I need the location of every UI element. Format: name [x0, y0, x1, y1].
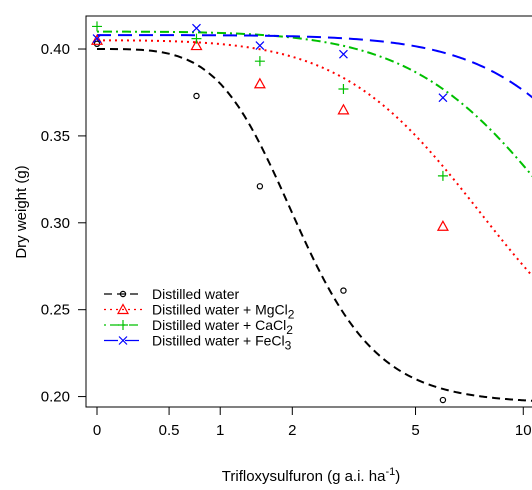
x-axis-title-text: Trifloxysulfuron (g a.i. ha: [222, 468, 386, 485]
data-point: [90, 34, 104, 45]
x-tick-label: 10: [515, 422, 532, 439]
y-tick-label: 0.25: [41, 302, 70, 319]
legend-item: Distilled water + CaCl2: [104, 317, 293, 337]
y-axis: 0.20 0.25 0.30 0.35 0.40: [41, 41, 86, 406]
fitted-curve-line: [96, 48, 532, 402]
data-point: [191, 33, 202, 44]
data-point: [255, 41, 265, 50]
fitted-curve-line: [97, 34, 532, 99]
data-point: [193, 92, 200, 100]
legend-label: Distilled water + FeCl3: [152, 333, 292, 353]
legend-marker: [118, 336, 128, 345]
x-axis: 0 0.5 1 2 5 10: [93, 407, 532, 439]
data-point: [92, 34, 102, 44]
data-point: [439, 396, 447, 404]
legend-label: Distilled water + CaCl2: [152, 317, 293, 337]
data-points: [90, 21, 449, 404]
x-tick-label: 0.5: [159, 422, 180, 439]
data-point: [438, 93, 448, 103]
fitted-curve-line: [96, 39, 532, 278]
x-axis-title-close: ): [395, 468, 400, 485]
data-point: [337, 103, 350, 115]
legend-item: Distilled water: [104, 286, 239, 302]
y-tick-label: 0.30: [41, 215, 70, 232]
fitted-curve-line: [97, 30, 532, 178]
data-point: [253, 77, 266, 89]
x-tick-label: 2: [288, 422, 296, 439]
data-point: [190, 39, 203, 51]
y-tick-label: 0.35: [41, 128, 70, 145]
legend-marker: [116, 303, 130, 315]
legend-item: Distilled water + FeCl3: [104, 333, 292, 353]
data-point: [437, 170, 448, 181]
x-tick-label: 5: [411, 422, 419, 439]
y-axis-title: Dry weight (g): [13, 165, 30, 258]
legend-label: Distilled water: [152, 286, 239, 302]
data-point: [339, 49, 348, 59]
data-point: [91, 21, 102, 32]
data-point: [338, 83, 349, 94]
data-point: [192, 23, 201, 33]
y-tick-label: 0.40: [41, 41, 70, 58]
x-tick-label: 0: [93, 422, 101, 439]
data-point: [340, 287, 347, 294]
data-point: [436, 220, 449, 231]
plot-frame: [85, 15, 532, 408]
x-axis-title-superscript: -1: [385, 466, 395, 478]
legend-marker: [118, 320, 128, 330]
data-point: [254, 56, 265, 67]
x-tick-label: 1: [216, 422, 224, 439]
x-axis-title: Trifloxysulfuron (g a.i. ha-1): [222, 466, 400, 485]
legend-marker: [119, 290, 127, 298]
legend-item: Distilled water + MgCl2: [104, 302, 295, 322]
y-tick-label: 0.20: [41, 389, 70, 406]
legend-label: Distilled water + MgCl2: [152, 302, 295, 322]
data-point: [256, 183, 264, 190]
fitted-curves: [96, 30, 532, 402]
